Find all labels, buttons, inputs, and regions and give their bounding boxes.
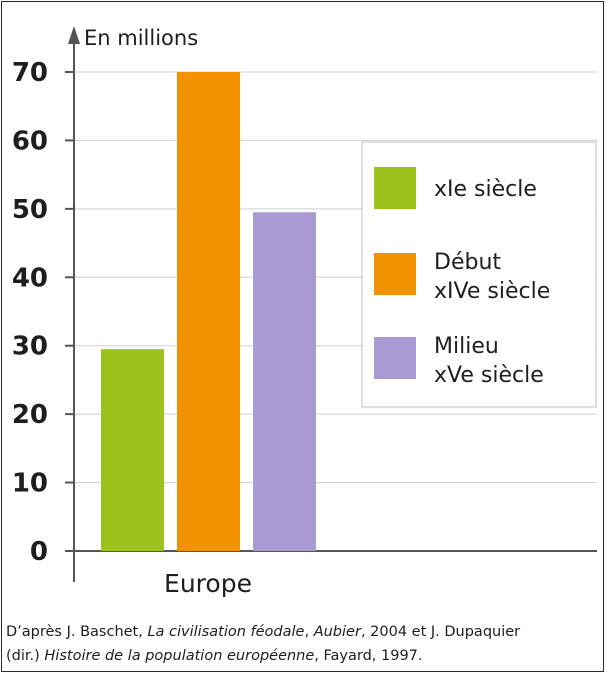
bar <box>253 212 316 551</box>
legend-swatch <box>374 167 416 209</box>
source-citation: D’après J. Baschet, La civilisation féod… <box>6 620 602 668</box>
y-tick-label: 50 <box>12 195 48 225</box>
source-line1-prefix: D’après J. Baschet, <box>6 624 148 640</box>
legend-swatch <box>374 337 416 379</box>
legend-swatch <box>374 253 416 295</box>
x-category-label: Europe <box>164 569 252 598</box>
y-tick-label: 30 <box>12 332 48 362</box>
legend-label: Début <box>434 250 501 275</box>
source-line1-publisher: Aubier <box>313 624 361 640</box>
legend-label: Milieu <box>434 334 499 359</box>
bar <box>177 72 240 551</box>
source-line2-suffix: , Fayard, 1997. <box>314 648 423 664</box>
legend-label: xIe siècle <box>434 177 537 202</box>
source-line1-mid: , <box>304 624 314 640</box>
legend-label: xIVe siècle <box>434 279 550 304</box>
source-line2-prefix: (dir.) <box>6 648 45 664</box>
y-tick-label: 20 <box>12 400 48 430</box>
source-line-1: D’après J. Baschet, La civilisation féod… <box>6 620 602 644</box>
bar <box>101 349 164 551</box>
source-line1-title: La civilisation féodale <box>147 624 305 640</box>
y-tick-label: 60 <box>12 126 48 156</box>
source-line2-title: Histoire de la population européenne <box>44 648 315 664</box>
y-tick-label: 0 <box>30 537 48 567</box>
source-line-2: (dir.) Histoire de la population europée… <box>6 644 602 668</box>
source-line1-suffix: , 2004 et J. Dupaquier <box>360 624 521 640</box>
legend-label: xVe siècle <box>434 363 544 388</box>
y-tick-label: 70 <box>12 58 48 88</box>
y-axis-arrow <box>68 26 80 44</box>
y-tick-label: 40 <box>12 263 48 293</box>
y-tick-label: 10 <box>12 469 48 499</box>
y-axis-label: En millions <box>84 26 198 50</box>
